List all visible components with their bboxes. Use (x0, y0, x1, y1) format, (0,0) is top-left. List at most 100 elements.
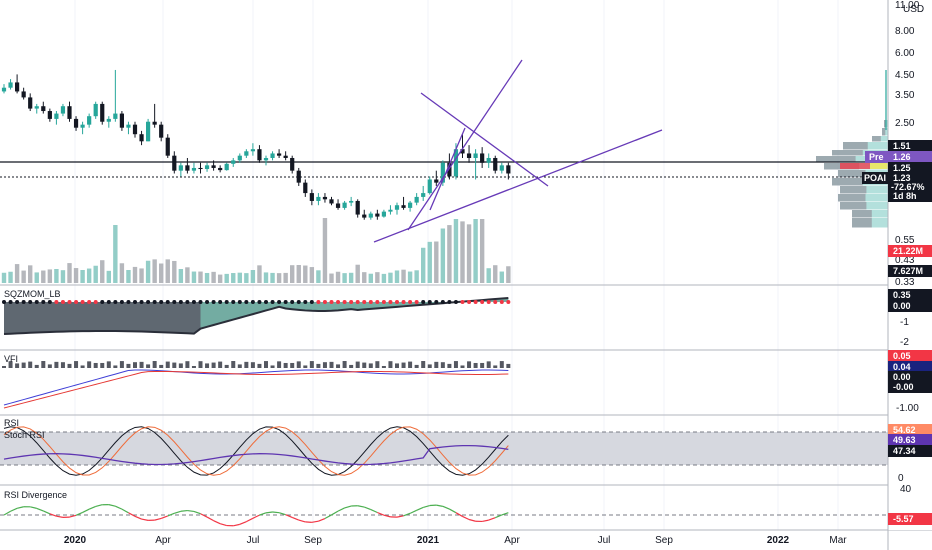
squeeze-dot (8, 300, 13, 304)
candle-body (368, 213, 373, 218)
price-tag-symbol: POAI 1.23-72.67%1d 8h (862, 172, 932, 202)
rsi-divergence-pane[interactable]: RSI Divergence (0, 490, 888, 527)
price-tag-resistance-bg (888, 140, 932, 152)
vfi-pane[interactable]: VFI (2, 354, 511, 409)
sqzmom-pane[interactable]: SQZMOM_LB (2, 289, 511, 335)
vfi-bar (362, 362, 367, 368)
price-tag-pre-label: Pre (869, 152, 884, 162)
candle-body (218, 167, 223, 171)
vfi-bar (113, 365, 118, 368)
candle-body (1, 87, 7, 92)
trendline-triangle-left[interactable] (429, 127, 466, 211)
candle-body (15, 82, 20, 92)
trendline-upper[interactable] (420, 92, 549, 187)
rsi-divergence-segment (331, 510, 339, 516)
volume-profile-bar-sell (882, 128, 886, 136)
squeeze-dot (244, 300, 249, 304)
trendline-lower[interactable] (373, 129, 663, 243)
rsi-divergence-segment (462, 515, 470, 521)
volume-bar (466, 224, 472, 283)
vfi-bar (60, 362, 65, 368)
squeeze-dot (316, 300, 321, 304)
vfi-bar (401, 362, 406, 368)
trendline-channel[interactable] (407, 59, 523, 231)
squeeze-dot (395, 300, 399, 304)
vfi-bar (224, 364, 229, 368)
squeeze-dot (283, 300, 288, 304)
candle-body (28, 97, 33, 109)
time-axis-label: 2020 (64, 535, 87, 546)
volume-profile (816, 70, 888, 228)
volume-bar (73, 268, 79, 283)
vfi-tag-2-text: 0.04 (893, 362, 911, 372)
vfi-bar (133, 362, 137, 368)
rsi-tag-rsi: 49.63 (888, 434, 932, 446)
vfi-bar (264, 361, 268, 368)
squeeze-dot (434, 300, 439, 304)
rsi-divergence-segment (213, 520, 221, 525)
candle-body (257, 149, 262, 161)
squeeze-dot (460, 300, 465, 304)
price-scale-tick: 6.00 (895, 48, 915, 59)
price-scale[interactable]: 11.00 8.00 6.00 4.50 3.50 2.50 0.55 0.43 0.33 USD… (862, 0, 932, 525)
volume-profile-bar-sell (840, 202, 867, 210)
rsi-divergence-segment (291, 516, 299, 521)
time-axis-label: Mar (829, 535, 847, 546)
rsi-divergence-segment (501, 512, 509, 516)
candle-body (277, 153, 282, 156)
rsi-divergence-segment (272, 511, 280, 514)
rsi-divergence-segment (88, 505, 96, 510)
squeeze-dot (106, 300, 111, 304)
candle-body (146, 121, 151, 142)
volume-bar (453, 219, 459, 283)
vfi-bar (414, 364, 419, 368)
candle-body (152, 121, 157, 125)
candle-body (342, 202, 347, 208)
rsi-divergence-segment (16, 506, 24, 509)
squeeze-dot (250, 300, 255, 304)
squeeze-dot (34, 300, 39, 304)
vfi-bar (342, 361, 347, 368)
candle-body (447, 162, 452, 177)
volume-bar (421, 247, 426, 283)
squeeze-dot (270, 300, 275, 304)
volume-profile-bar-sell (816, 156, 856, 163)
candle-body (480, 153, 485, 163)
rsi-tag-rsi-bg (888, 434, 932, 446)
volume-bar (394, 270, 400, 283)
time-axis[interactable]: 2020 Apr Jul Sep 2021 Apr Jul Sep 2022 Mar (64, 535, 847, 546)
vfi-bar (2, 366, 6, 368)
volume-bar (132, 266, 138, 283)
volume-bar (191, 271, 197, 283)
candle-body (34, 106, 39, 109)
rsi-divergence-line (3, 504, 509, 527)
volume-bar (414, 270, 419, 283)
volume-bar (348, 272, 354, 283)
price-pane[interactable] (0, 59, 888, 283)
price-tag-change: -72.67% (891, 182, 925, 192)
divergence-tick: 40 (900, 484, 912, 495)
rsi-pane[interactable]: RSI Stoch RSI (0, 418, 888, 476)
vfi-bar (205, 363, 210, 368)
volume-bar (342, 273, 347, 283)
volume-bar (244, 273, 249, 283)
squeeze-dot (146, 300, 151, 304)
rsi-divergence-segment (311, 520, 319, 523)
rsi-divergence-segment (69, 514, 77, 518)
squeeze-dot (264, 300, 268, 304)
vfi-bar (250, 362, 255, 368)
stoch-rsi-band (0, 432, 888, 465)
vfi-tag-4-text: -0.00 (893, 382, 914, 392)
rsi-divergence-segment (278, 512, 286, 516)
price-tag-support-bg (888, 162, 932, 174)
volume-tag-ma-text: 21.22M (893, 246, 923, 256)
rsi-divergence-segment (174, 510, 182, 514)
squeeze-dot (362, 300, 367, 304)
volume-bar (8, 271, 13, 283)
squeeze-dot (21, 300, 26, 304)
squeeze-dot (303, 300, 308, 304)
vfi-tag-2: 0.04 (888, 361, 932, 373)
rsi-divergence-segment (364, 506, 372, 511)
price-scale-tick: 8.00 (895, 26, 915, 37)
